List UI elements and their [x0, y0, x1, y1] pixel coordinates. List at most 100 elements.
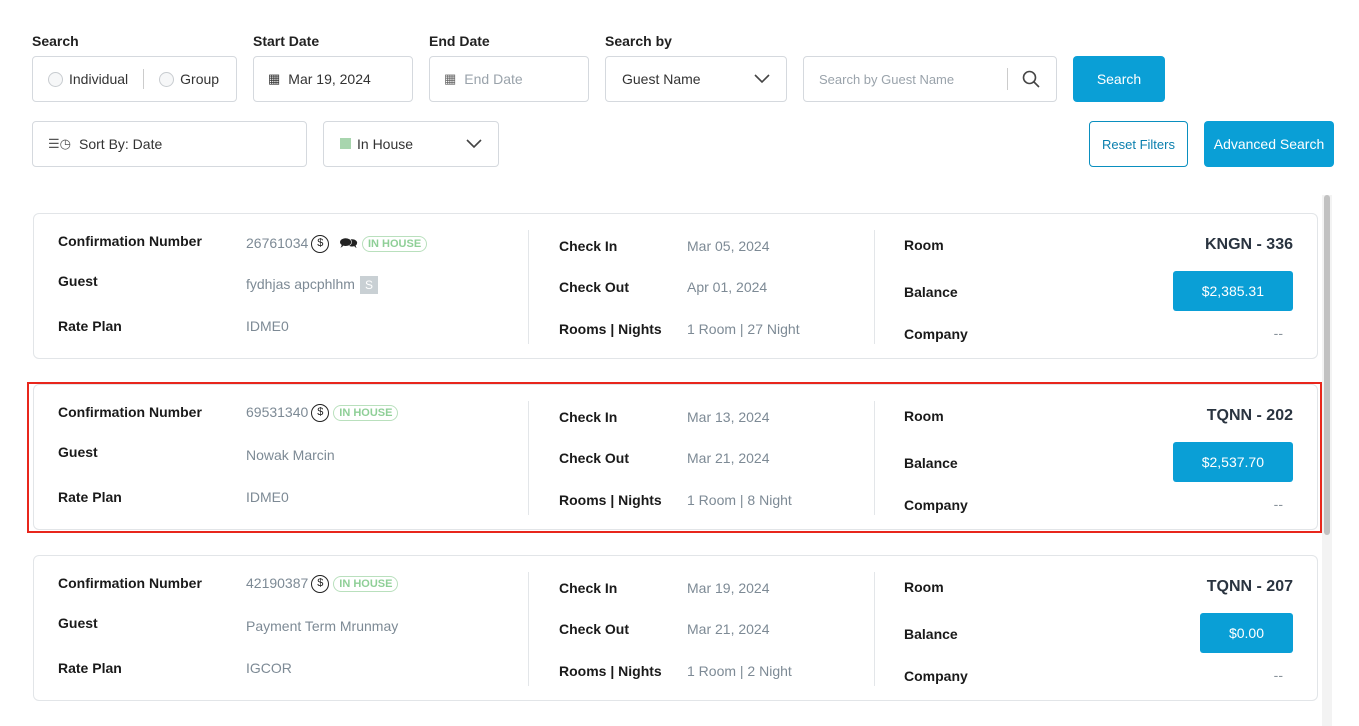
- reservation-card[interactable]: Confirmation Number 26761034 $ 🗪 IN HOUSE G…: [33, 213, 1318, 359]
- sort-icon: ☰◷: [48, 136, 71, 151]
- checkout-label: Check Out: [559, 621, 630, 637]
- checkin-value: Mar 19, 2024: [687, 580, 770, 596]
- dollar-icon[interactable]: $: [311, 404, 330, 423]
- divider: [1007, 68, 1008, 90]
- end-date-input[interactable]: ▦ End Date: [429, 56, 589, 102]
- rooms-value: 1 Room | 2 Night: [687, 663, 792, 679]
- reservation-card[interactable]: Confirmation Number 69531340 $ IN HOUSE Gu…: [33, 384, 1318, 530]
- shield-icon: S: [359, 276, 378, 295]
- room-label: Room: [904, 237, 944, 253]
- status-color-swatch: [340, 138, 351, 149]
- guest-name[interactable]: fydhjas apcphlhm: [246, 276, 355, 292]
- balance-button[interactable]: $2,537.70: [1172, 442, 1293, 482]
- dollar-icon[interactable]: $: [311, 235, 330, 254]
- sort-select[interactable]: ☰◷ Sort By: Date: [32, 121, 307, 167]
- search-placeholder: Search by Guest Name: [819, 71, 955, 87]
- divider: [874, 401, 875, 515]
- individual-radio[interactable]: [48, 71, 63, 87]
- room-label: Room: [904, 408, 944, 424]
- individual-label[interactable]: Individual: [69, 71, 129, 87]
- dollar-icon[interactable]: $: [311, 575, 330, 594]
- room-value: TQNN - 202: [1206, 407, 1293, 424]
- divider: [874, 230, 875, 344]
- rooms-value: 1 Room | 27 Night: [687, 321, 800, 337]
- checkin-label: Check In: [559, 409, 618, 425]
- company-label: Company: [904, 326, 968, 342]
- rate-label: Rate Plan: [58, 660, 122, 676]
- chevron-down-icon: [466, 139, 482, 149]
- balance-button[interactable]: $0.00: [1199, 613, 1293, 653]
- start-date-input[interactable]: ▦ Mar 19, 2024: [253, 56, 413, 102]
- rooms-label: Rooms | Nights: [559, 321, 662, 337]
- reservation-card[interactable]: Confirmation Number 42190387 $ IN HOUSE Gu…: [33, 555, 1318, 701]
- rate-value: IGCOR: [246, 660, 292, 676]
- group-radio[interactable]: [159, 71, 175, 87]
- conf-value: 26761034 $ 🗪 IN HOUSE: [246, 233, 428, 258]
- status-badge: IN HOUSE: [361, 236, 428, 253]
- divider: [528, 401, 529, 515]
- guest-value: fydhjas apcphlhm S: [246, 276, 378, 295]
- rate-label: Rate Plan: [58, 489, 122, 505]
- chat-icon[interactable]: 🗪: [339, 235, 358, 252]
- company-label: Company: [904, 497, 968, 513]
- checkout-value: Apr 01, 2024: [687, 279, 768, 295]
- rooms-value: 1 Room | 8 Night: [687, 492, 792, 508]
- group-label[interactable]: Group: [180, 71, 220, 87]
- conf-label: Confirmation Number: [58, 575, 202, 591]
- balance-label: Balance: [904, 626, 958, 642]
- end-date-placeholder: End Date: [464, 71, 523, 87]
- chevron-down-icon: [754, 74, 770, 84]
- conf-label: Confirmation Number: [58, 233, 202, 249]
- balance-button[interactable]: $2,385.31: [1172, 271, 1293, 311]
- divider: [528, 230, 529, 344]
- scrollbar[interactable]: [1322, 195, 1332, 726]
- checkin-value: Mar 05, 2024: [687, 238, 770, 254]
- rooms-label: Rooms | Nights: [559, 663, 662, 679]
- rooms-label: Rooms | Nights: [559, 492, 662, 508]
- balance-label: Balance: [904, 284, 958, 300]
- rate-value: IDME0: [246, 489, 289, 505]
- guest-value: Nowak Marcin: [246, 447, 335, 463]
- guest-search-input[interactable]: Search by Guest Name: [803, 56, 1057, 102]
- conf-number[interactable]: 42190387: [246, 575, 309, 591]
- status-badge: IN HOUSE: [333, 405, 399, 422]
- status-value: In House: [357, 136, 414, 152]
- conf-number[interactable]: 26761034: [246, 235, 309, 251]
- guest-label: Guest: [58, 273, 98, 289]
- search-type-group: Individual Group: [32, 56, 237, 102]
- search-button[interactable]: Search: [1073, 56, 1165, 102]
- guest-label: Guest: [58, 615, 98, 631]
- room-value: TQNN - 207: [1206, 578, 1293, 595]
- guest-name[interactable]: Payment Term Mrunmay: [246, 618, 399, 634]
- company-value: --: [1273, 325, 1283, 341]
- search-by-label: Search by: [605, 33, 672, 49]
- checkin-label: Check In: [559, 238, 618, 254]
- advanced-search-button[interactable]: Advanced Search: [1204, 121, 1334, 167]
- company-value: --: [1273, 496, 1283, 512]
- search-icon[interactable]: [1022, 70, 1040, 88]
- reset-filters-button[interactable]: Reset Filters: [1089, 121, 1188, 167]
- conf-value: 42190387 $ IN HOUSE: [246, 575, 399, 594]
- selected-highlight: [27, 382, 1322, 533]
- room-value: KNGN - 336: [1204, 236, 1293, 253]
- balance-label: Balance: [904, 455, 958, 471]
- search-by-select[interactable]: Guest Name: [605, 56, 787, 102]
- search-by-value: Guest Name: [622, 71, 701, 87]
- company-label: Company: [904, 668, 968, 684]
- search-label: Search: [32, 33, 79, 49]
- scrollbar-thumb[interactable]: [1324, 195, 1330, 535]
- conf-label: Confirmation Number: [58, 404, 202, 420]
- divider: [143, 69, 145, 89]
- calendar-icon: ▦: [268, 71, 281, 86]
- company-value: --: [1273, 667, 1283, 683]
- sort-value: Sort By: Date: [79, 136, 163, 152]
- checkout-value: Mar 21, 2024: [687, 450, 770, 466]
- conf-number[interactable]: 69531340: [246, 404, 309, 420]
- checkout-value: Mar 21, 2024: [687, 621, 770, 637]
- status-select[interactable]: In House: [323, 121, 499, 167]
- rate-label: Rate Plan: [58, 318, 122, 334]
- guest-name[interactable]: Nowak Marcin: [246, 447, 335, 463]
- rate-value: IDME0: [246, 318, 289, 334]
- start-date-value: Mar 19, 2024: [288, 71, 371, 87]
- divider: [528, 572, 529, 686]
